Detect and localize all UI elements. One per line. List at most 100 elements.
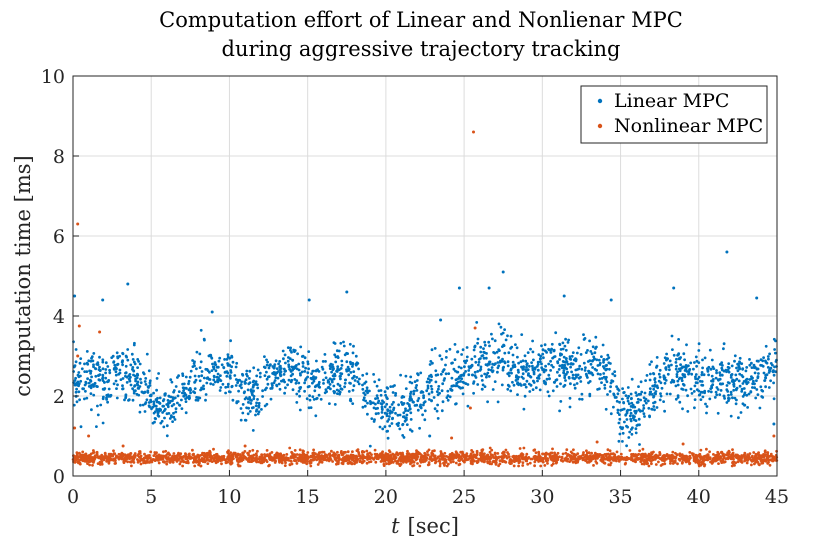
linear-mpc-point [516, 368, 520, 372]
nonlinear-mpc-point [705, 447, 708, 451]
nonlinear-mpc-point [207, 453, 211, 457]
linear-mpc-point [549, 369, 552, 372]
linear-mpc-point [488, 360, 492, 364]
nonlinear-mpc-point [537, 452, 541, 456]
linear-mpc-point [126, 348, 130, 351]
linear-mpc-point [142, 371, 145, 374]
linear-mpc-point [466, 404, 470, 408]
linear-mpc-point [564, 337, 567, 341]
linear-mpc-point [472, 391, 475, 395]
linear-mpc-point [676, 394, 680, 397]
linear-mpc-point [467, 369, 471, 372]
linear-mpc-point [229, 339, 233, 343]
linear-mpc-point [374, 402, 377, 406]
linear-mpc-point [655, 356, 659, 359]
linear-mpc-point [460, 377, 464, 381]
linear-mpc-point [256, 383, 259, 386]
linear-mpc-point [658, 398, 662, 402]
linear-mpc-point [407, 403, 411, 406]
linear-mpc-point [295, 392, 299, 396]
linear-mpc-point [761, 389, 765, 393]
linear-mpc-point [771, 370, 775, 374]
linear-mpc-point [553, 355, 557, 358]
nonlinear-mpc-point [726, 453, 730, 457]
linear-mpc-point [174, 410, 178, 414]
nonlinear-mpc-point [95, 453, 99, 457]
linear-mpc-point [530, 361, 533, 364]
linear-mpc-point [506, 387, 510, 391]
linear-mpc-point [260, 408, 263, 411]
nonlinear-mpc-point [171, 460, 175, 464]
linear-mpc-point [129, 383, 133, 387]
linear-mpc-point [116, 362, 120, 366]
linear-mpc-point [244, 418, 248, 422]
linear-mpc-point [616, 411, 620, 414]
linear-mpc-point [711, 378, 715, 381]
nonlinear-mpc-point [487, 455, 490, 459]
nonlinear-mpc-point [311, 455, 315, 458]
linear-mpc-point [650, 360, 653, 364]
linear-mpc-point [297, 368, 301, 372]
linear-mpc-point [707, 389, 710, 393]
linear-mpc-point [365, 386, 369, 390]
linear-mpc-point [347, 373, 351, 377]
linear-mpc-point [437, 385, 441, 388]
nonlinear-mpc-point [256, 449, 259, 453]
linear-mpc-point [562, 369, 566, 372]
legend-marker-linear-mpc [597, 98, 603, 104]
linear-mpc-point [487, 340, 491, 344]
linear-mpc-point [697, 349, 701, 352]
nonlinear-mpc-point [469, 462, 473, 465]
nonlinear-mpc-point [566, 454, 569, 458]
linear-mpc-point [470, 357, 474, 361]
nonlinear-mpc-point [168, 460, 172, 464]
nonlinear-mpc-point [209, 455, 212, 458]
linear-mpc-point [192, 390, 195, 394]
nonlinear-mpc-point [273, 461, 277, 464]
linear-mpc-point [276, 376, 280, 380]
linear-mpc-point [306, 360, 310, 364]
linear-mpc-point [340, 372, 344, 376]
linear-mpc-point [591, 366, 594, 369]
linear-mpc-point [633, 418, 636, 422]
nonlinear-mpc-point [699, 457, 703, 460]
linear-mpc-point [91, 359, 95, 363]
nonlinear-mpc-point [268, 452, 272, 456]
linear-mpc-point [725, 401, 729, 404]
linear-mpc-point [723, 397, 726, 400]
linear-mpc-point [742, 380, 746, 383]
linear-mpc-point [303, 356, 307, 360]
nonlinear-mpc-point [76, 354, 80, 358]
linear-mpc-point [332, 384, 336, 388]
nonlinear-mpc-point [365, 449, 369, 453]
nonlinear-mpc-point [402, 456, 406, 459]
linear-mpc-point [444, 372, 448, 376]
nonlinear-mpc-point [251, 448, 255, 452]
linear-mpc-point [106, 400, 109, 404]
linear-mpc-point [551, 356, 554, 360]
linear-mpc-point [600, 381, 603, 384]
linear-mpc-point [659, 381, 663, 385]
nonlinear-mpc-point [755, 460, 759, 463]
linear-mpc-point [693, 398, 697, 401]
linear-mpc-point [298, 372, 302, 375]
linear-mpc-point [761, 359, 765, 363]
nonlinear-mpc-point [718, 455, 721, 459]
linear-mpc-point [479, 367, 483, 371]
linear-mpc-point [616, 392, 620, 396]
nonlinear-mpc-point [472, 455, 476, 459]
nonlinear-mpc-point [595, 456, 599, 459]
linear-mpc-point [383, 405, 387, 409]
linear-mpc-point [144, 383, 148, 386]
linear-mpc-point [435, 409, 439, 413]
linear-mpc-point [409, 411, 413, 415]
linear-mpc-point [315, 369, 318, 373]
linear-mpc-point [83, 362, 86, 366]
linear-mpc-point [499, 359, 502, 363]
linear-mpc-point [440, 409, 444, 413]
nonlinear-mpc-point [438, 464, 442, 468]
linear-mpc-point [208, 378, 212, 381]
linear-mpc-point [324, 388, 328, 391]
linear-mpc-point [558, 342, 561, 346]
linear-mpc-point [496, 370, 499, 374]
